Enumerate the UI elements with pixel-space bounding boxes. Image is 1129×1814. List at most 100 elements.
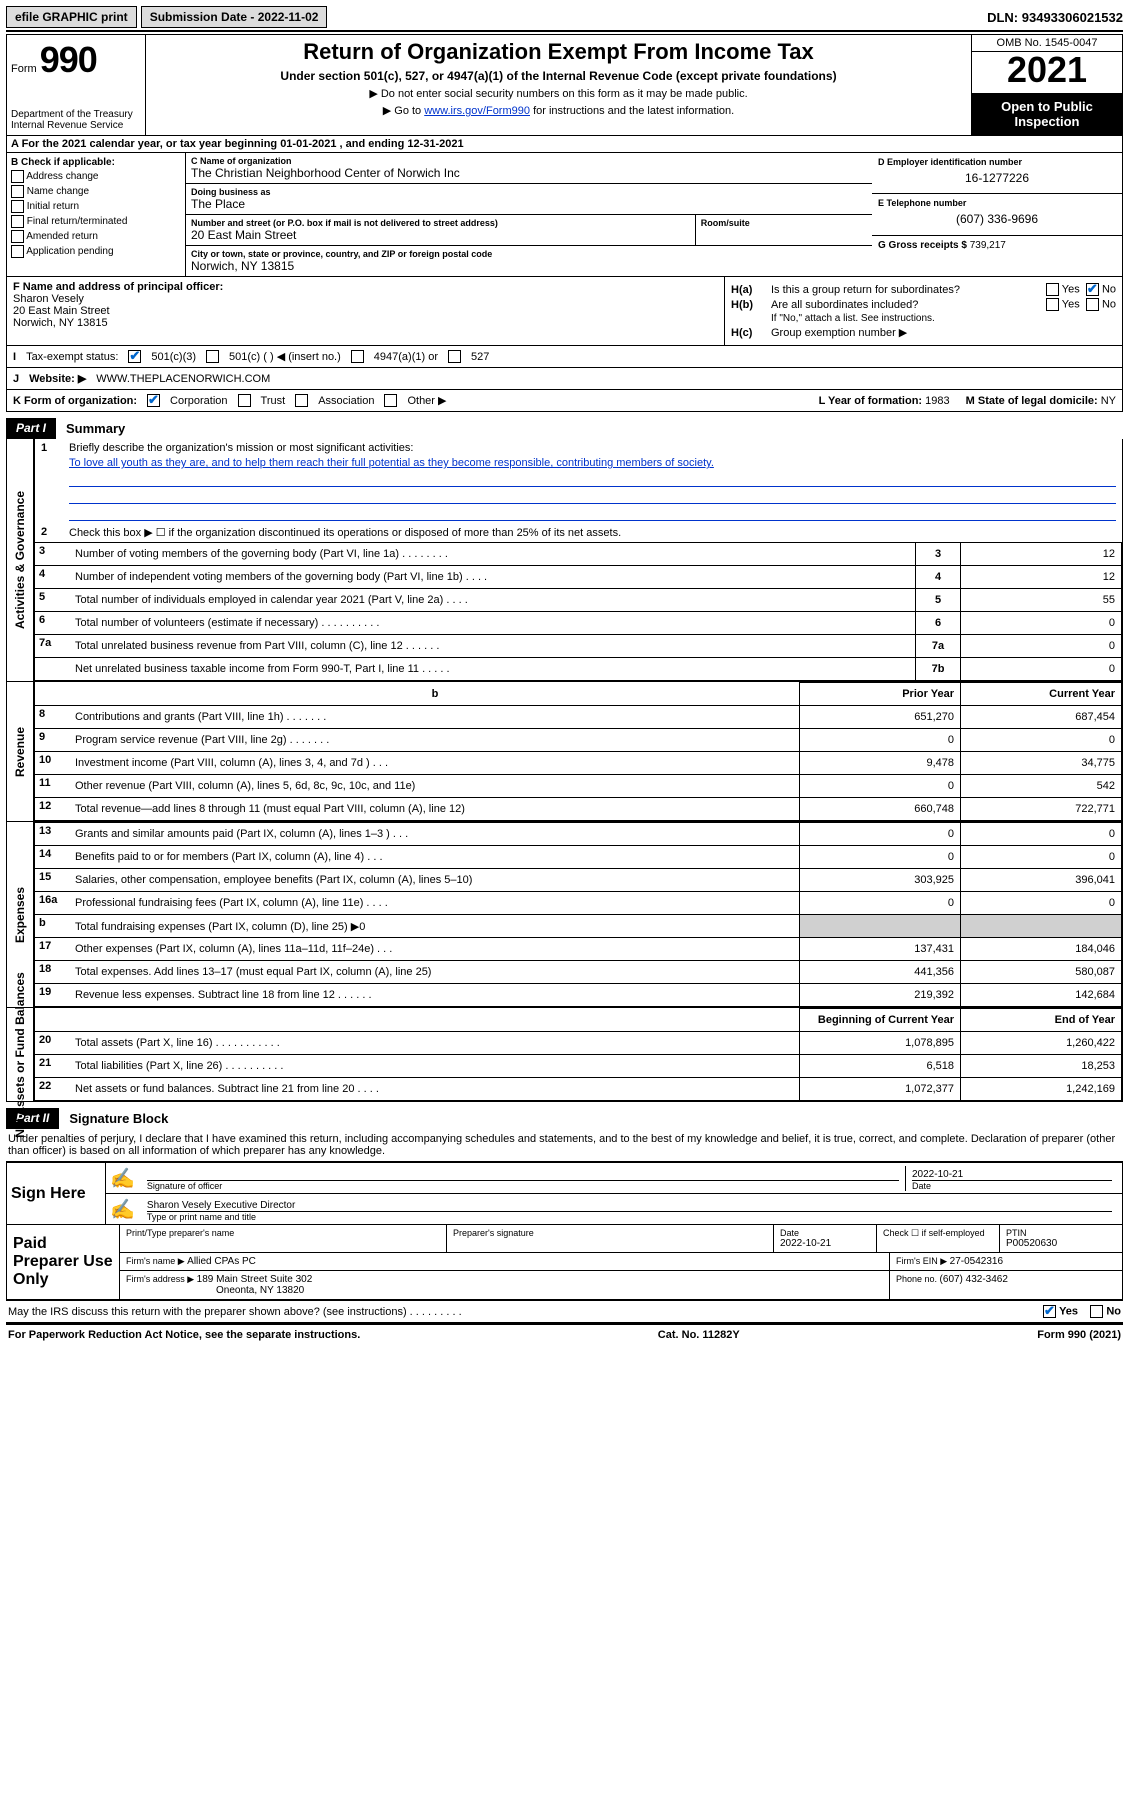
j-label: J bbox=[13, 373, 19, 385]
discuss-yes-checkbox[interactable] bbox=[1043, 1305, 1056, 1318]
table-row: 4Number of independent voting members of… bbox=[35, 566, 1122, 589]
checkbox-option[interactable]: Final return/terminated bbox=[11, 215, 181, 228]
dba-label: Doing business as bbox=[191, 187, 867, 197]
city-state-zip: Norwich, NY 13815 bbox=[191, 259, 867, 273]
net-table: Beginning of Current Year End of Year 20… bbox=[35, 1008, 1122, 1101]
submission-label: Submission Date - bbox=[150, 10, 258, 24]
sig-officer-label: Signature of officer bbox=[147, 1180, 899, 1191]
officer-name: Sharon Vesely bbox=[13, 293, 84, 305]
hb-label: H(b) bbox=[731, 299, 771, 311]
section-governance: Activities & Governance 1 Briefly descri… bbox=[6, 439, 1123, 682]
ha-label: H(a) bbox=[731, 284, 771, 296]
checkbox-option[interactable]: Application pending bbox=[11, 245, 181, 258]
irs-link[interactable]: www.irs.gov/Form990 bbox=[424, 105, 530, 117]
street-address: 20 East Main Street bbox=[191, 228, 690, 242]
table-row: 7aTotal unrelated business revenue from … bbox=[35, 635, 1122, 658]
note-goto: ▶ Go to www.irs.gov/Form990 for instruct… bbox=[152, 104, 965, 117]
col-end-year: End of Year bbox=[961, 1009, 1122, 1032]
row-k: K Form of organization: Corporation Trus… bbox=[6, 390, 1123, 412]
checkbox-option[interactable]: Name change bbox=[11, 185, 181, 198]
col-current-year: Current Year bbox=[961, 683, 1122, 706]
hb-yes-checkbox[interactable] bbox=[1046, 298, 1059, 311]
discuss-no-checkbox[interactable] bbox=[1090, 1305, 1103, 1318]
form-header: Form 990 Department of the Treasury Inte… bbox=[6, 34, 1123, 136]
header-mid: Return of Organization Exempt From Incom… bbox=[146, 35, 971, 135]
sign-here-label: Sign Here bbox=[7, 1163, 106, 1224]
sign-date-label: Date bbox=[912, 1180, 1112, 1191]
part2-header: Part II Signature Block bbox=[6, 1108, 1123, 1129]
header-left: Form 990 Department of the Treasury Inte… bbox=[7, 35, 146, 135]
i-text: Tax-exempt status: bbox=[26, 351, 118, 363]
table-row: 6Total number of volunteers (estimate if… bbox=[35, 612, 1122, 635]
efile-button[interactable]: efile GRAPHIC print bbox=[6, 6, 137, 28]
year-formation: 1983 bbox=[925, 395, 949, 407]
sign-block: Sign Here ✍ Signature of officer 2022-10… bbox=[6, 1162, 1123, 1225]
hc-text: Group exemption number ▶ bbox=[771, 326, 907, 339]
dln: DLN: 93493306021532 bbox=[987, 10, 1123, 25]
officer-addr2: Norwich, NY 13815 bbox=[13, 317, 108, 329]
trust-checkbox[interactable] bbox=[238, 394, 251, 407]
officer-name-title: Sharon Vesely Executive Director bbox=[147, 1200, 1112, 1211]
firm-address: 189 Main Street Suite 302 bbox=[197, 1274, 313, 1285]
rev-table: b Prior Year Current Year 8Contributions… bbox=[35, 682, 1122, 821]
table-row: 21Total liabilities (Part X, line 26) . … bbox=[35, 1055, 1122, 1078]
phone-value: (607) 336-9696 bbox=[878, 212, 1116, 226]
city-label: City or town, state or province, country… bbox=[191, 249, 867, 259]
col-b: B Check if applicable: Address change Na… bbox=[7, 153, 186, 276]
gross-receipts-value: 739,217 bbox=[970, 240, 1006, 251]
form-word: Form bbox=[11, 63, 37, 75]
hb-note: If "No," attach a list. See instructions… bbox=[771, 313, 935, 324]
side-revenue: Revenue bbox=[7, 682, 35, 821]
perjury-declaration: Under penalties of perjury, I declare th… bbox=[6, 1129, 1123, 1161]
form-ref: Form 990 (2021) bbox=[1037, 1329, 1121, 1341]
prep-date-value: 2022-10-21 bbox=[780, 1238, 870, 1249]
website-value: WWW.THEPLACENORWICH.COM bbox=[96, 373, 270, 385]
ein-value: 16-1277226 bbox=[878, 171, 1116, 185]
table-row: 22Net assets or fund balances. Subtract … bbox=[35, 1078, 1122, 1101]
j-text: Website: ▶ bbox=[29, 372, 86, 385]
assoc-checkbox[interactable] bbox=[295, 394, 308, 407]
table-row: 19Revenue less expenses. Subtract line 1… bbox=[35, 984, 1122, 1007]
row-i: I Tax-exempt status: 501(c)(3) 501(c) ( … bbox=[6, 346, 1123, 368]
line1-label: Briefly describe the organization's miss… bbox=[69, 442, 1116, 454]
checkbox-option[interactable]: Initial return bbox=[11, 200, 181, 213]
hb-no-checkbox[interactable] bbox=[1086, 298, 1099, 311]
section-net-assets: Net Assets or Fund Balances Beginning of… bbox=[6, 1008, 1123, 1102]
corp-checkbox[interactable] bbox=[147, 394, 160, 407]
4947-checkbox[interactable] bbox=[351, 350, 364, 363]
checkbox-option[interactable]: Amended return bbox=[11, 230, 181, 243]
527-checkbox[interactable] bbox=[448, 350, 461, 363]
firm-ein: 27-0542316 bbox=[950, 1256, 1003, 1267]
submission-date-button[interactable]: Submission Date - 2022-11-02 bbox=[141, 6, 328, 28]
501c3-checkbox[interactable] bbox=[128, 350, 141, 363]
checkbox-option[interactable]: Address change bbox=[11, 170, 181, 183]
ha-yes-checkbox[interactable] bbox=[1046, 283, 1059, 296]
ha-no-checkbox[interactable] bbox=[1086, 283, 1099, 296]
header-right: OMB No. 1545-0047 2021 Open to Public In… bbox=[971, 35, 1122, 135]
501c-checkbox[interactable] bbox=[206, 350, 219, 363]
table-row: 18Total expenses. Add lines 13–17 (must … bbox=[35, 961, 1122, 984]
table-row: Net unrelated business taxable income fr… bbox=[35, 658, 1122, 681]
table-row: 9Program service revenue (Part VIII, lin… bbox=[35, 729, 1122, 752]
block-bcde: B Check if applicable: Address change Na… bbox=[6, 153, 1123, 277]
table-row: 16aProfessional fundraising fees (Part I… bbox=[35, 892, 1122, 915]
table-row: 10Investment income (Part VIII, column (… bbox=[35, 752, 1122, 775]
col-prior-year: Prior Year bbox=[800, 683, 961, 706]
name-title-label: Type or print name and title bbox=[147, 1211, 1112, 1222]
dept-treasury: Department of the Treasury bbox=[11, 109, 141, 120]
sign-date-value: 2022-10-21 bbox=[912, 1169, 1112, 1180]
irs-label: Internal Revenue Service bbox=[11, 120, 141, 131]
hb-text: Are all subordinates included? bbox=[771, 299, 918, 311]
section-expenses: Expenses 13Grants and similar amounts pa… bbox=[6, 822, 1123, 1008]
open-to-public: Open to Public Inspection bbox=[972, 93, 1122, 135]
other-checkbox[interactable] bbox=[384, 394, 397, 407]
note-ssn: ▶ Do not enter social security numbers o… bbox=[152, 87, 965, 100]
state-domicile: NY bbox=[1101, 395, 1116, 407]
line2-text: Check this box ▶ ☐ if the organization d… bbox=[69, 526, 1116, 539]
part1-title: Summary bbox=[56, 418, 1123, 439]
prep-date-label: Date bbox=[780, 1228, 870, 1238]
preparer-label: Paid Preparer Use Only bbox=[7, 1225, 120, 1299]
firm-name: Allied CPAs PC bbox=[187, 1256, 256, 1267]
form-title: Return of Organization Exempt From Incom… bbox=[152, 39, 965, 65]
addr-label: Number and street (or P.O. box if mail i… bbox=[191, 218, 690, 228]
